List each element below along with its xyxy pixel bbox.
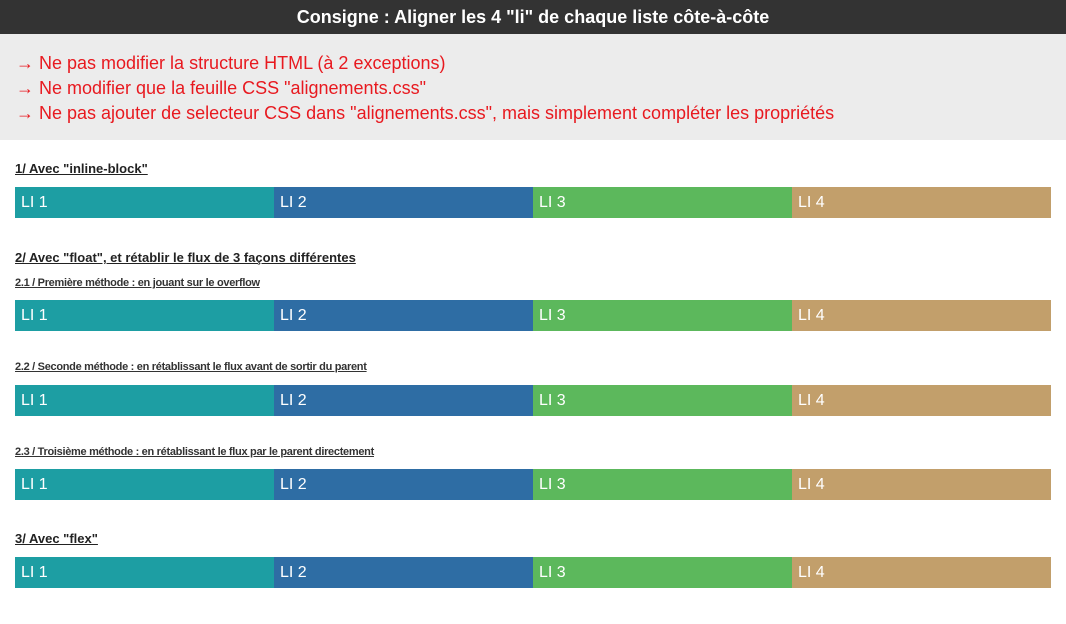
list-item: LI 1 bbox=[15, 300, 274, 331]
list-item: LI 2 bbox=[274, 385, 533, 416]
list-item: LI 4 bbox=[792, 187, 1051, 218]
instruction-rule: → Ne pas modifier la structure HTML (à 2… bbox=[16, 53, 446, 73]
list-float-clear-parent: LI 1 LI 2 LI 3 LI 4 bbox=[15, 469, 1051, 500]
header-title: Consigne : Aligner les 4 "li" de chaque … bbox=[296, 7, 770, 27]
list-item: LI 1 bbox=[15, 187, 274, 218]
instruction-rule: → Ne pas ajouter de selecteur CSS dans "… bbox=[16, 103, 835, 123]
subsection-title-clear-before: 2.2 / Seconde méthode : en rétablissant … bbox=[15, 361, 367, 373]
instruction-rule: → Ne modifier que la feuille CSS "aligne… bbox=[16, 78, 426, 98]
section-title-inline-block: 1/ Avec "inline-block" bbox=[15, 161, 148, 176]
instructions-box: → Ne pas modifier la structure HTML (à 2… bbox=[0, 34, 1066, 140]
list-item: LI 3 bbox=[533, 187, 792, 218]
list-item: LI 3 bbox=[533, 385, 792, 416]
section-title-float: 2/ Avec "float", et rétablir le flux de … bbox=[15, 250, 356, 265]
list-item: LI 2 bbox=[274, 187, 533, 218]
subsection-title-overflow: 2.1 / Première méthode : en jouant sur l… bbox=[15, 277, 260, 289]
page-header: Consigne : Aligner les 4 "li" de chaque … bbox=[0, 0, 1066, 34]
list-item: LI 1 bbox=[15, 385, 274, 416]
list-item: LI 4 bbox=[792, 300, 1051, 331]
list-inline-block: LI 1 LI 2 LI 3 LI 4 bbox=[15, 187, 1051, 218]
list-item: LI 2 bbox=[274, 469, 533, 500]
list-item: LI 4 bbox=[792, 469, 1051, 500]
list-float-clear-before: LI 1 LI 2 LI 3 LI 4 bbox=[15, 385, 1051, 416]
list-flex: LI 1 LI 2 LI 3 LI 4 bbox=[15, 557, 1051, 588]
list-item: LI 2 bbox=[274, 300, 533, 331]
list-item: LI 3 bbox=[533, 557, 792, 588]
list-item: LI 1 bbox=[15, 469, 274, 500]
list-item: LI 3 bbox=[533, 469, 792, 500]
section-title-flex: 3/ Avec "flex" bbox=[15, 531, 98, 546]
list-item: LI 2 bbox=[274, 557, 533, 588]
list-float-overflow: LI 1 LI 2 LI 3 LI 4 bbox=[15, 300, 1051, 331]
list-item: LI 3 bbox=[533, 300, 792, 331]
list-item: LI 1 bbox=[15, 557, 274, 588]
subsection-title-clear-parent: 2.3 / Troisième méthode : en rétablissan… bbox=[15, 446, 374, 458]
list-item: LI 4 bbox=[792, 557, 1051, 588]
list-item: LI 4 bbox=[792, 385, 1051, 416]
